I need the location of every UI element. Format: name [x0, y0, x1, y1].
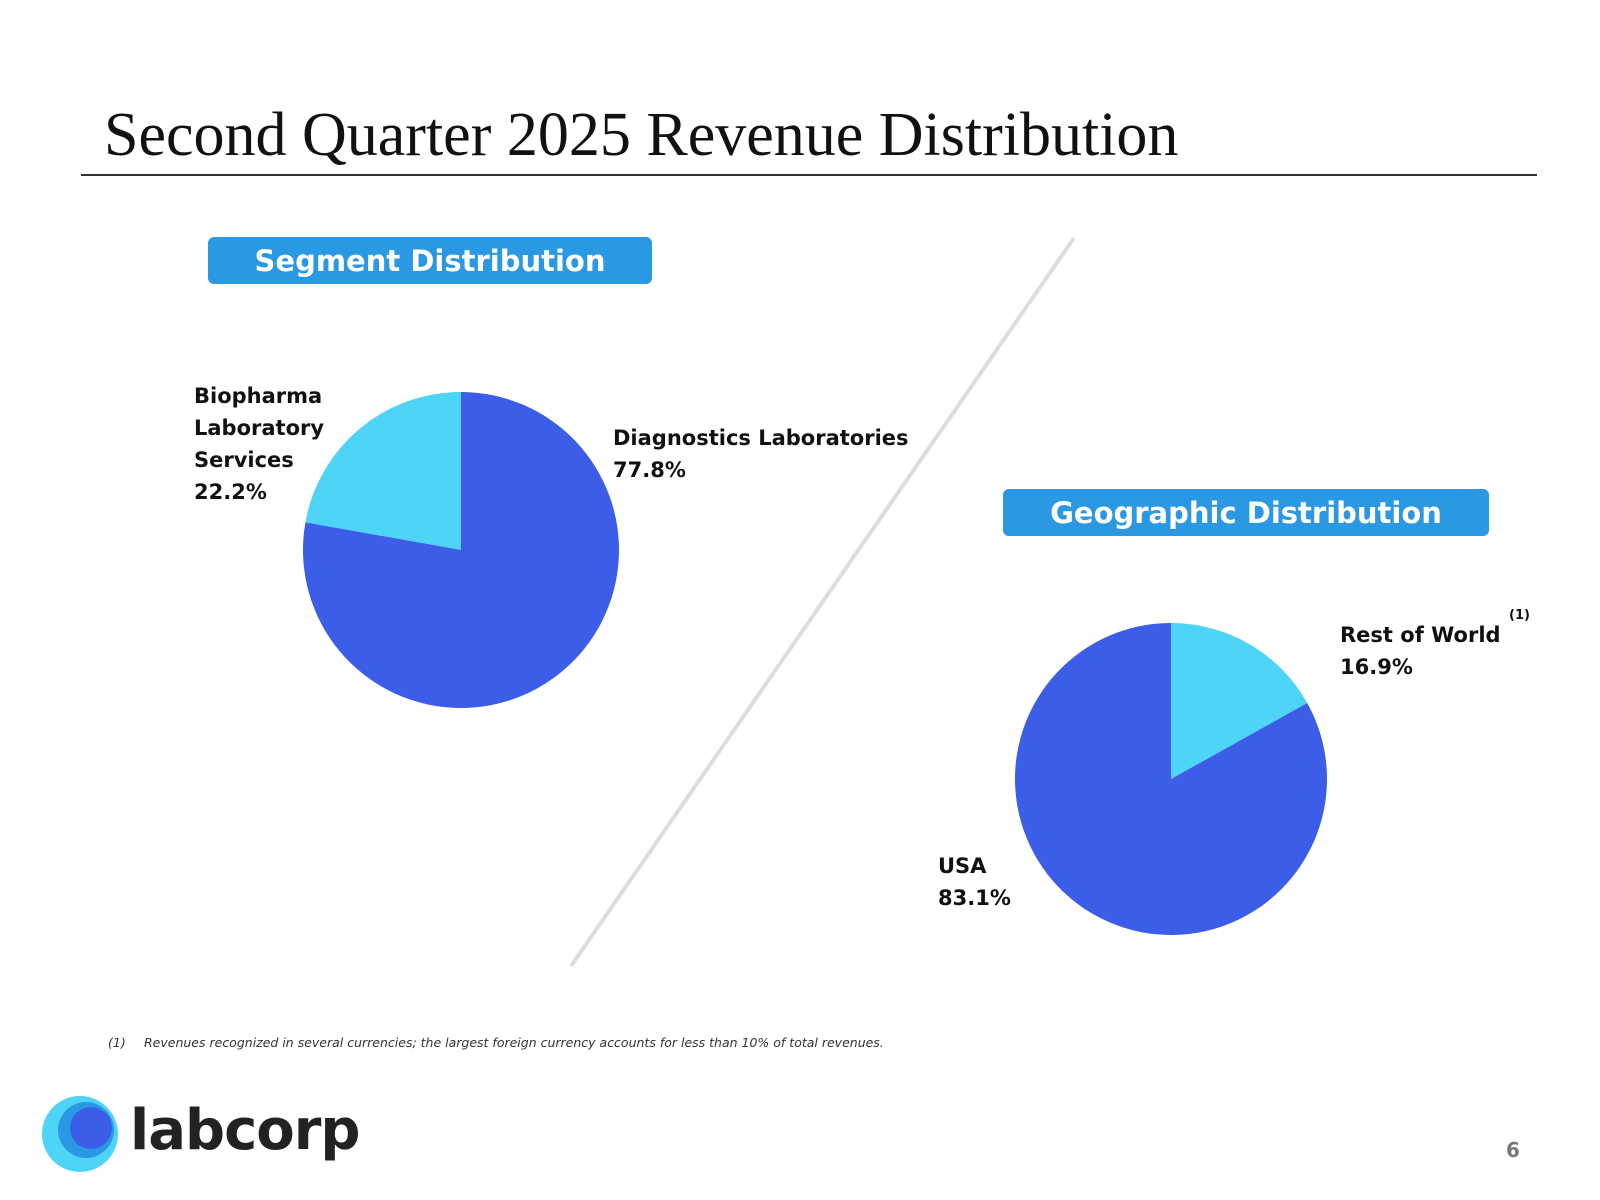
diagnostics-label: Diagnostics Laboratories 77.8%: [613, 422, 909, 486]
geographic-distribution-header: Geographic Distribution: [1003, 489, 1489, 536]
title-underline: [81, 174, 1537, 176]
rest-of-world-label-line1: Rest of World: [1340, 623, 1501, 647]
logo-wordmark: labcorp: [130, 1098, 360, 1163]
biopharma-label-line1: Biopharma: [194, 384, 323, 408]
geographic-pie: [1015, 623, 1328, 935]
usa-label: USA 83.1%: [938, 850, 1011, 914]
segment-distribution-header: Segment Distribution: [208, 237, 652, 284]
rest-of-world-value: 16.9%: [1340, 655, 1413, 679]
pie-slice-usa: [1015, 623, 1328, 935]
page-number: 6: [1506, 1138, 1520, 1162]
slide-title: Second Quarter 2025 Revenue Distribution: [104, 101, 1179, 169]
diagnostics-label-line1: Diagnostics Laboratories: [613, 426, 909, 450]
pie-slice-diagnostics-laboratories: [303, 392, 619, 708]
pie-slice-biopharma-laboratory-services: [305, 392, 461, 550]
biopharma-label-line3: Services: [194, 448, 294, 472]
logo-inner-circle-icon: [70, 1107, 112, 1149]
footnote-marker: (1): [108, 1035, 126, 1050]
footnote-reference: (1): [1509, 608, 1530, 623]
pie-slice-rest-of-world: [1171, 623, 1308, 779]
rest-of-world-label: Rest of World 16.9%: [1340, 619, 1501, 683]
footnote-text: Revenues recognized in several currencie…: [144, 1035, 884, 1050]
diagnostics-value: 77.8%: [613, 458, 686, 482]
biopharma-label: Biopharma Laboratory Services 22.2%: [194, 380, 324, 508]
segment-pie: [303, 392, 619, 708]
usa-label-line1: USA: [938, 854, 987, 878]
usa-value: 83.1%: [938, 886, 1011, 910]
footnote: (1) Revenues recognized in several curren…: [108, 1035, 884, 1050]
biopharma-label-line2: Laboratory: [194, 416, 325, 440]
diagonal-divider: [569, 236, 1076, 968]
biopharma-value: 22.2%: [194, 480, 267, 504]
labcorp-logo: [42, 1096, 118, 1172]
